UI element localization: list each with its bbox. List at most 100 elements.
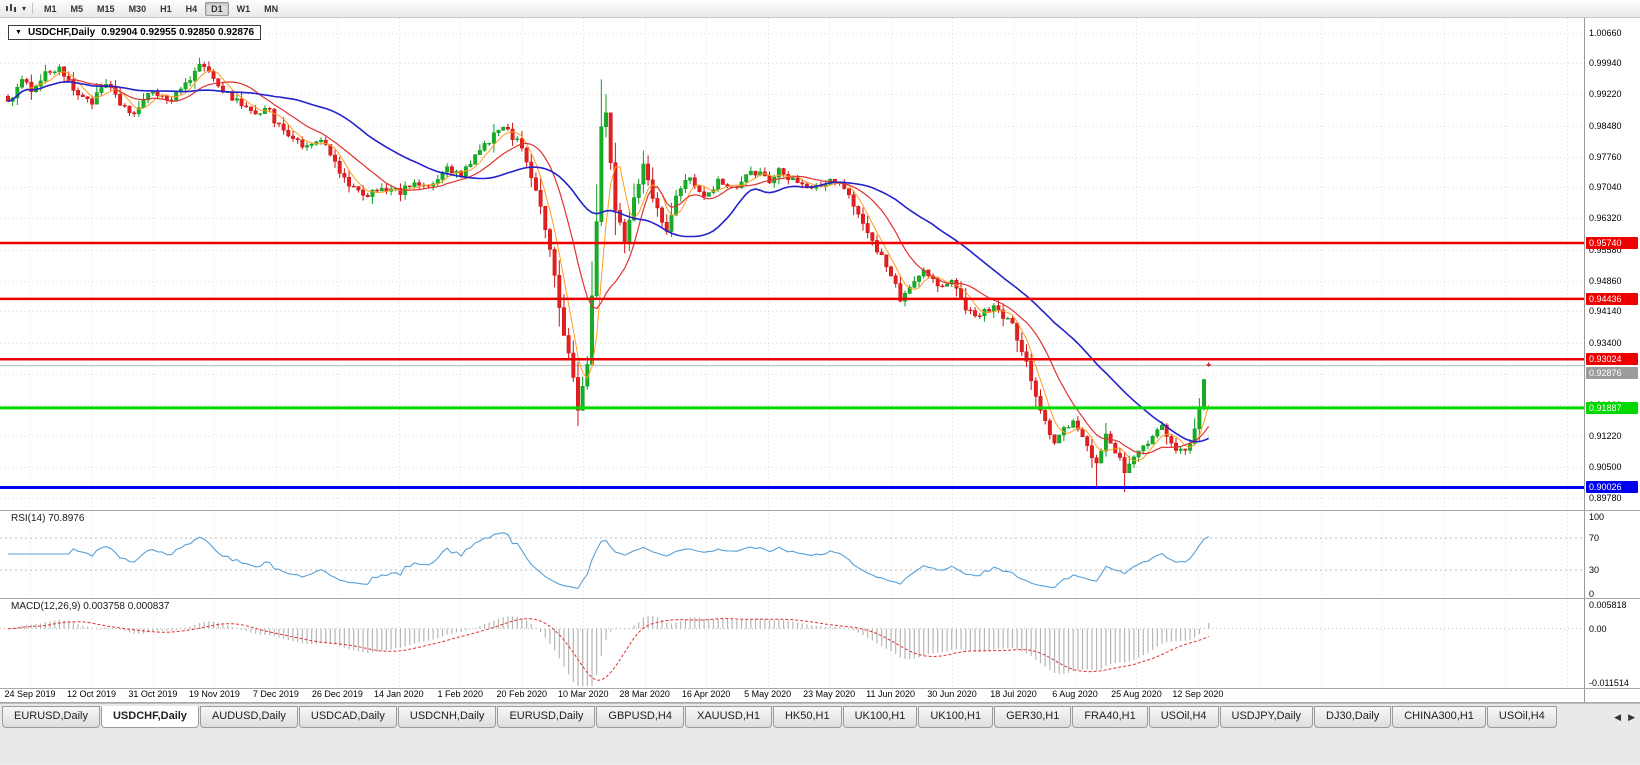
price-axis-label: 0.96320 bbox=[1589, 213, 1622, 224]
symbol-name: USDCHF,Daily bbox=[27, 27, 96, 38]
date-label: 19 Nov 2019 bbox=[188, 689, 240, 699]
ma-slow-line bbox=[7, 80, 1210, 443]
timeframe-toolbar: ▾ M1 M5 M15 M30 H1 H4 D1 W1 MN bbox=[0, 0, 1640, 18]
date-label: 23 May 2020 bbox=[803, 689, 856, 699]
timeframe-button-h4[interactable]: H4 bbox=[185, 3, 198, 14]
symbol-ohlc-values: 0.92904 0.92955 0.92850 0.92876 bbox=[101, 27, 255, 38]
collapse-triangle-icon[interactable]: ▼ bbox=[15, 29, 22, 36]
price-level-tag-0.91887: 0.91887 bbox=[1586, 401, 1638, 414]
macd-axis-label: 0.00 bbox=[1589, 623, 1607, 634]
date-label: 28 Mar 2020 bbox=[619, 689, 670, 699]
timeframe-button-mn[interactable]: MN bbox=[264, 3, 279, 14]
price-level-tag-0.93024: 0.93024 bbox=[1586, 353, 1638, 366]
price-chart-canvas[interactable] bbox=[0, 18, 1584, 510]
price-level-tag-0.94436: 0.94436 bbox=[1586, 292, 1638, 305]
toolbar-separator bbox=[32, 3, 34, 14]
rsi-axis-label: 100 bbox=[1589, 512, 1605, 522]
price-axis-label: 0.99220 bbox=[1589, 89, 1622, 100]
timeframe-button-m5[interactable]: M5 bbox=[70, 3, 84, 14]
price-level-tag-0.90026: 0.90026 bbox=[1586, 481, 1638, 494]
price-level-tag-0.95740: 0.95740 bbox=[1586, 237, 1638, 250]
panel-separator[interactable] bbox=[0, 510, 1640, 511]
date-label: 10 Mar 2020 bbox=[557, 689, 609, 699]
price-axis-label: 0.95580 bbox=[1589, 244, 1622, 255]
price-axis-label: 0.91220 bbox=[1589, 431, 1622, 442]
tab-scroll-right-icon[interactable]: ▶ bbox=[1628, 712, 1635, 722]
candlesticks bbox=[6, 57, 1211, 493]
tab-dj30-daily[interactable]: DJ30,Daily bbox=[1314, 706, 1392, 728]
timeframe-button-h1[interactable]: H1 bbox=[160, 3, 172, 14]
timeframe-button-m1[interactable]: M1 bbox=[44, 3, 57, 14]
timeframe-button-m30[interactable]: M30 bbox=[128, 3, 147, 14]
date-label: 25 Aug 2020 bbox=[1111, 689, 1162, 699]
tab-eurusd-daily[interactable]: EURUSD,Daily bbox=[2, 706, 100, 728]
rsi-axis-label: 30 bbox=[1589, 565, 1600, 575]
tab-usdcad-daily[interactable]: USDCAD,Daily bbox=[298, 706, 397, 728]
chart-window-dropdown-icon[interactable]: ▾ bbox=[22, 3, 27, 13]
macd-histogram bbox=[7, 615, 1210, 686]
bottom-chrome: EURUSD,Daily USDCHF,Daily AUDUSD,Daily USDC… bbox=[0, 703, 1640, 764]
price-axis-label: 0.97760 bbox=[1589, 151, 1622, 162]
tab-usdcnh-daily[interactable]: USDCNH,Daily bbox=[397, 706, 497, 728]
timeframe-button-m15[interactable]: M15 bbox=[97, 3, 115, 14]
ma-fast-line bbox=[7, 69, 1210, 462]
timeframe-button-w1[interactable]: W1 bbox=[236, 3, 251, 14]
date-label: 26 Dec 2019 bbox=[311, 689, 363, 699]
rsi-axis-label: 0 bbox=[1589, 589, 1595, 599]
date-label: 14 Jan 2020 bbox=[374, 689, 424, 699]
price-axis-label: 0.97040 bbox=[1589, 182, 1622, 193]
macd-indicator-label: MACD(12,26,9) 0.003758 0.000837 bbox=[8, 601, 173, 612]
macd-indicator-canvas[interactable] bbox=[0, 598, 1584, 688]
chart-window-icon[interactable] bbox=[3, 3, 20, 14]
tab-xauusd-h1[interactable]: XAUUSD,H1 bbox=[684, 706, 772, 728]
ma-mid-line bbox=[7, 79, 1210, 455]
date-label: 20 Feb 2020 bbox=[496, 689, 548, 699]
tab-audusd-daily[interactable]: AUDUSD,Daily bbox=[199, 706, 298, 728]
date-label: 11 Jun 2020 bbox=[866, 689, 916, 699]
tab-uk100-h1[interactable]: UK100,H1 bbox=[918, 706, 994, 728]
tab-usoil-h4[interactable]: USOil,H4 bbox=[1148, 706, 1219, 728]
tab-china300-h1[interactable]: CHINA300,H1 bbox=[1392, 706, 1486, 728]
panel-separator bbox=[0, 688, 1640, 689]
price-axis: 1.00660 0.99940 0.99220 0.98480 0.97760 0.970… bbox=[1584, 18, 1640, 702]
timeframe-button-d1[interactable]: D1 bbox=[205, 1, 229, 16]
chart-bottom-border bbox=[0, 702, 1640, 703]
tab-scroll-left-icon[interactable]: ◀ bbox=[1614, 712, 1622, 722]
date-label: 12 Sep 2020 bbox=[1172, 689, 1224, 699]
date-label: 31 Oct 2019 bbox=[128, 689, 178, 699]
date-label: 7 Dec 2019 bbox=[252, 689, 299, 699]
price-axis-label: 0.98480 bbox=[1589, 120, 1622, 131]
macd-grid bbox=[30, 598, 1568, 688]
rsi-indicator-label: RSI(14) 70.8976 bbox=[8, 513, 88, 524]
timeframe-buttons: M1 M5 M15 M30 H1 H4 D1 W1 MN bbox=[37, 1, 285, 16]
date-label: 12 Oct 2019 bbox=[66, 689, 116, 699]
tab-ger30-h1[interactable]: GER30,H1 bbox=[994, 706, 1072, 728]
date-label: 18 Jul 2020 bbox=[990, 689, 1037, 699]
date-label: 5 May 2020 bbox=[744, 689, 792, 699]
tab-usdchf-daily[interactable]: USDCHF,Daily bbox=[100, 706, 199, 728]
macd-axis-label: -0.011514 bbox=[1589, 678, 1629, 688]
tab-scroll-arrows: ◀ ▶ bbox=[1614, 712, 1635, 723]
tab-gbpusd-h4[interactable]: GBPUSD,H4 bbox=[596, 706, 684, 728]
tab-fra40-h1[interactable]: FRA40,H1 bbox=[1072, 706, 1148, 728]
tab-hk50-h1[interactable]: HK50,H1 bbox=[772, 706, 842, 728]
rsi-line bbox=[8, 532, 1209, 590]
price-axis-label: 0.89780 bbox=[1589, 493, 1622, 504]
rsi-indicator-canvas[interactable] bbox=[0, 510, 1584, 598]
macd-axis-label: 0.005818 bbox=[1589, 600, 1627, 610]
tab-usdjpy-daily[interactable]: USDJPY,Daily bbox=[1219, 706, 1314, 728]
tab-eurusd-daily[interactable]: EURUSD,Daily bbox=[497, 706, 596, 728]
panel-separator[interactable] bbox=[0, 598, 1640, 599]
current-price-tag: 0.92876 bbox=[1586, 366, 1638, 379]
date-label: 16 Apr 2020 bbox=[681, 689, 731, 699]
tab-uk100-h1[interactable]: UK100,H1 bbox=[842, 706, 918, 728]
price-axis-label: 0.90500 bbox=[1589, 462, 1622, 473]
tab-usoil-h4[interactable]: USOil,H4 bbox=[1486, 706, 1557, 728]
date-label: 24 Sep 2019 bbox=[4, 689, 56, 699]
rsi-grid bbox=[30, 510, 1568, 598]
chart-tab-bar: EURUSD,Daily USDCHF,Daily AUDUSD,Daily USDC… bbox=[0, 704, 1640, 731]
price-grid bbox=[0, 18, 1584, 510]
chart-symbol-label: ▼ USDCHF,Daily 0.92904 0.92955 0.92850 0… bbox=[8, 25, 262, 40]
status-bar bbox=[0, 734, 1640, 765]
